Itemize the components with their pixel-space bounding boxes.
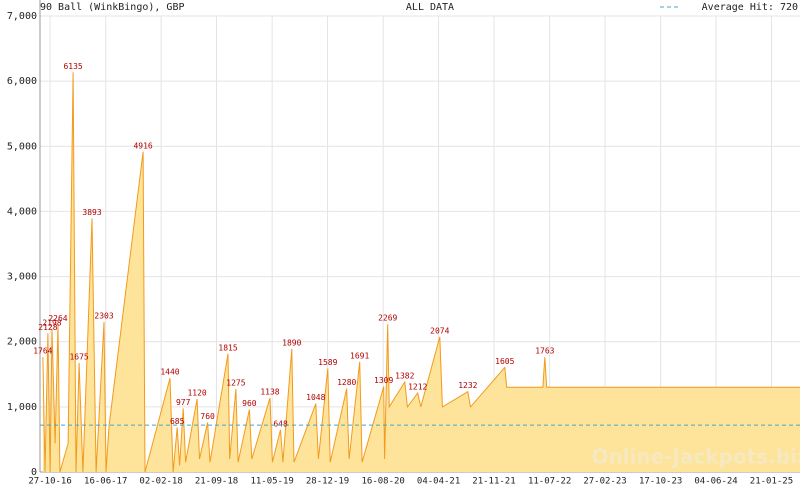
value-label: 1212 xyxy=(408,383,427,392)
value-label: 1280 xyxy=(337,378,356,387)
y-tick-label: 5,000 xyxy=(7,141,37,152)
value-label: 1890 xyxy=(282,338,301,347)
value-label: 1309 xyxy=(374,376,393,385)
x-tick-label: 11-05-19 xyxy=(250,477,293,487)
value-label: 1589 xyxy=(318,358,337,367)
x-tick-label: 11-07-22 xyxy=(528,477,571,487)
y-tick-label: 4,000 xyxy=(7,206,37,217)
value-label: 1232 xyxy=(458,381,477,390)
legend-average: Average Hit: 720 xyxy=(702,2,798,13)
x-tick-label: 16-08-20 xyxy=(362,477,405,487)
x-tick-label: 27-02-23 xyxy=(583,477,626,487)
legend-average-value: 720 xyxy=(780,2,798,13)
value-label: 760 xyxy=(200,412,215,421)
x-tick-label: 02-02-18 xyxy=(139,477,182,487)
value-label: 2128 xyxy=(38,323,57,332)
value-label: 977 xyxy=(176,398,191,407)
value-label: 1275 xyxy=(226,378,245,387)
value-label: 2303 xyxy=(94,311,113,320)
watermark: Online-Jackpots.biz xyxy=(591,445,800,469)
plot-area: 0 1,000 2,000 3,000 4,000 5,000 6,000 7,000 27-1… xyxy=(7,0,800,487)
y-tick-label: 2,000 xyxy=(7,337,37,348)
x-tick-label: 17-10-23 xyxy=(639,477,682,487)
value-label: 1382 xyxy=(395,371,414,380)
x-tick-label: 16-06-17 xyxy=(84,477,127,487)
value-label: 2198 xyxy=(42,318,61,327)
value-label: 1815 xyxy=(218,343,237,352)
y-tick-label: 1,000 xyxy=(7,402,37,413)
value-label: 1605 xyxy=(495,357,514,366)
area xyxy=(42,72,800,472)
y-tick-label: 0 xyxy=(31,467,37,478)
x-tick-label: 21-09-18 xyxy=(195,477,238,487)
x-tick-label: 04-06-24 xyxy=(694,477,737,487)
x-tick-label: 27-10-16 xyxy=(28,477,71,487)
value-label: 1675 xyxy=(69,352,88,361)
chart-subtitle: ALL DATA xyxy=(406,2,454,13)
chart-title: 90 Ball (WinkBingo), GBP xyxy=(40,2,185,13)
value-label: 6135 xyxy=(63,62,82,71)
value-label: 1440 xyxy=(160,368,179,377)
value-label: 1048 xyxy=(306,393,325,402)
value-label: 2264 xyxy=(48,314,67,323)
value-label: 2269 xyxy=(378,314,397,323)
y-tick-label: 3,000 xyxy=(7,272,37,283)
value-label: 1764 xyxy=(33,347,52,356)
value-label: 648 xyxy=(273,419,288,428)
y-tick-label: 7,000 xyxy=(7,11,37,22)
value-label: 1691 xyxy=(350,351,369,360)
value-label: 1120 xyxy=(187,389,206,398)
value-label: 2074 xyxy=(430,326,449,335)
value-label: 4916 xyxy=(133,141,152,150)
value-label: 1763 xyxy=(535,347,554,356)
y-tick-label: 6,000 xyxy=(7,76,37,87)
value-label: 3893 xyxy=(82,208,101,217)
x-tick-label: 21-11-21 xyxy=(472,477,515,487)
value-label: 685 xyxy=(170,417,185,426)
line xyxy=(42,72,800,473)
x-tick-label: 04-04-21 xyxy=(417,477,460,487)
value-label: 960 xyxy=(242,399,257,408)
legend-average-label: Average Hit: xyxy=(702,2,774,13)
x-tick-label: 21-01-25 xyxy=(750,477,793,487)
value-label: 1138 xyxy=(260,387,279,396)
x-tick-label: 28-12-19 xyxy=(306,477,349,487)
